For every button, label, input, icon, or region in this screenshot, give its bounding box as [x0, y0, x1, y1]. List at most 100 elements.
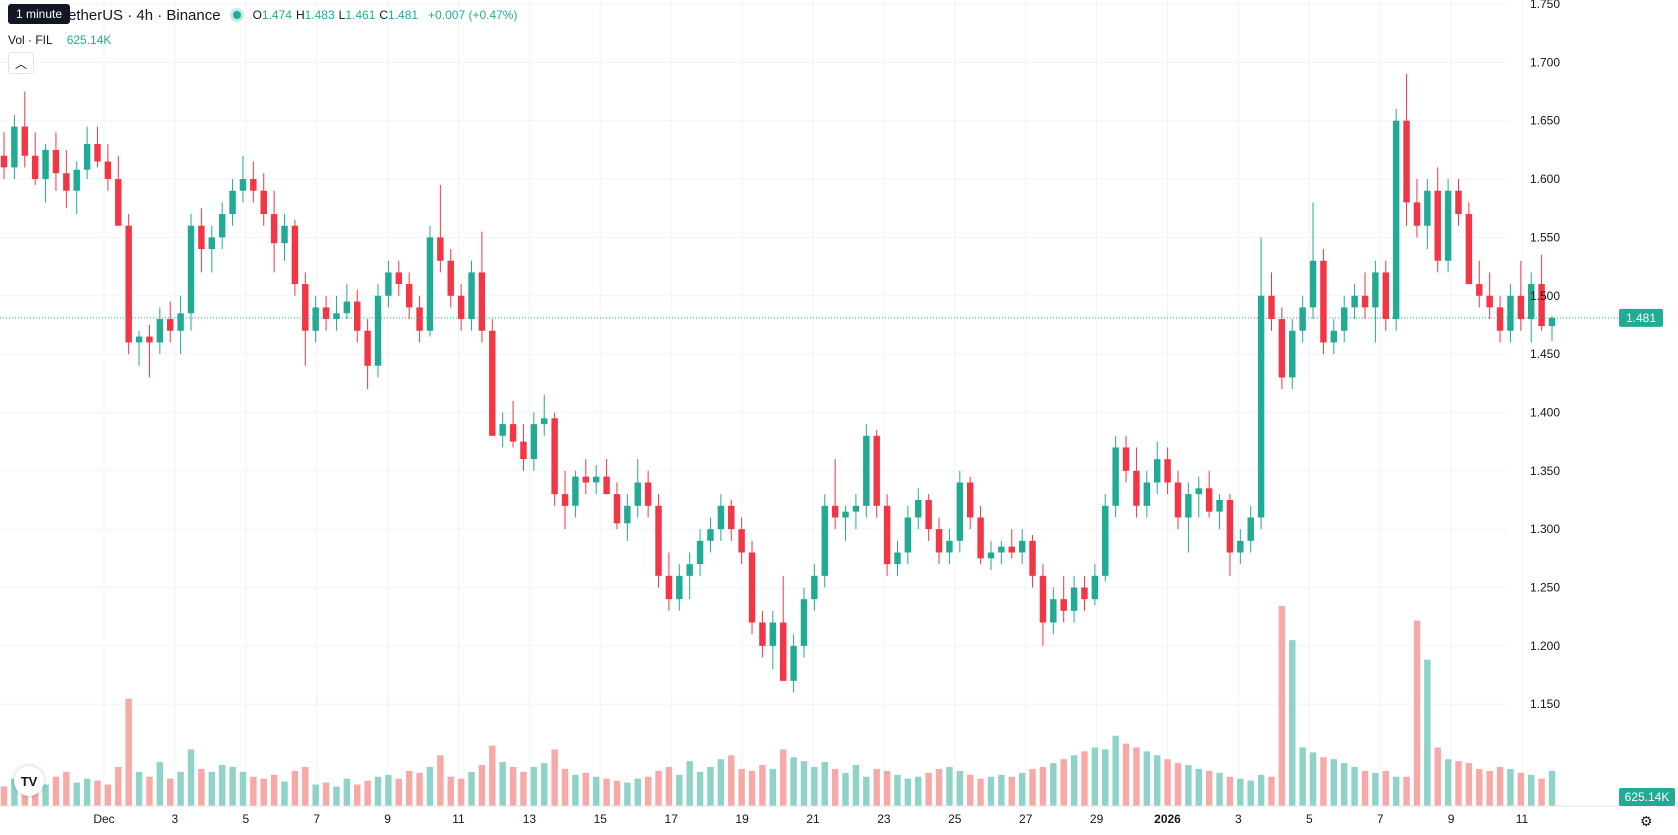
- collapse-legend-button[interactable]: ︿: [8, 52, 34, 74]
- candle-up: [915, 499, 922, 518]
- candle-down: [115, 179, 122, 226]
- time-tick-label: 25: [948, 812, 962, 826]
- volume-bar: [187, 749, 195, 806]
- candle-down: [977, 517, 984, 559]
- candle-up: [1330, 330, 1338, 343]
- volume-bar: [478, 765, 486, 806]
- candle-up: [343, 301, 351, 314]
- volume-bar: [291, 770, 299, 806]
- candle-down: [322, 307, 330, 320]
- candle-up: [717, 505, 725, 530]
- candle-up: [572, 476, 579, 506]
- volume-bar: [956, 770, 964, 806]
- volume-bar: [11, 778, 18, 806]
- volume-bar: [1392, 776, 1400, 806]
- candle-down: [873, 435, 880, 506]
- symbol-title[interactable]: etherUS · 4h · Binance: [68, 6, 221, 24]
- candle-down: [1496, 307, 1504, 331]
- chart-grid: [0, 0, 1523, 806]
- candle-down: [63, 173, 70, 191]
- volume-bar: [63, 771, 70, 806]
- candle-up: [1102, 505, 1109, 576]
- volume-bar: [1424, 659, 1431, 806]
- volume-bar: [374, 776, 382, 806]
- candle-up: [83, 144, 91, 170]
- price-tick-label: 1.450: [1530, 347, 1560, 361]
- candle-up: [863, 435, 870, 506]
- volume-bar: [405, 770, 413, 806]
- candle-down: [665, 575, 673, 600]
- volume-bar: [686, 761, 693, 806]
- volume-bar: [665, 766, 673, 806]
- candle-down: [1320, 260, 1327, 343]
- candle-down: [354, 301, 361, 331]
- candle-down: [198, 225, 205, 250]
- volume-bar: [769, 768, 777, 806]
- candle-down: [1465, 214, 1473, 285]
- candle-down: [1039, 575, 1047, 623]
- volume-bar: [343, 778, 351, 806]
- candle-up: [676, 575, 683, 600]
- candle-down: [291, 225, 299, 285]
- time-tick-label: 3: [1235, 812, 1242, 826]
- volume-bar: [1403, 776, 1410, 806]
- candle-up: [1112, 447, 1119, 506]
- volume-bar: [966, 774, 974, 806]
- candle-up: [1018, 540, 1026, 553]
- candle-up: [426, 237, 434, 331]
- volume-bar: [634, 778, 641, 806]
- volume-bar: [592, 776, 600, 806]
- candle-up: [1257, 295, 1265, 518]
- candle-down: [582, 476, 590, 483]
- volume-bar: [728, 755, 735, 806]
- volume-bar: [395, 778, 403, 806]
- tradingview-logo-icon[interactable]: TV: [14, 766, 44, 796]
- volume-bar: [1185, 765, 1192, 806]
- candle-down: [52, 149, 60, 174]
- volume-bar: [707, 766, 714, 806]
- candle-down: [416, 307, 423, 331]
- candle-up: [1050, 599, 1057, 623]
- volume-bar: [894, 774, 901, 806]
- volume-bar: [94, 780, 101, 806]
- candle-up: [1444, 190, 1452, 261]
- candle-down: [935, 529, 943, 553]
- volume-bar: [1153, 755, 1161, 806]
- volume-bar: [613, 780, 621, 806]
- candle-up: [1424, 190, 1431, 226]
- price-tick-label: 1.600: [1530, 172, 1560, 186]
- volume-bar: [561, 768, 569, 806]
- volume-bar: [831, 768, 839, 806]
- candle-down: [831, 505, 839, 518]
- volume-bar: [1465, 763, 1473, 806]
- volume-bar: [1102, 749, 1109, 806]
- volume-bar: [146, 776, 153, 806]
- volume-bar: [208, 771, 216, 806]
- volume-bar: [946, 766, 953, 806]
- volume-bar: [852, 765, 860, 806]
- volume-bar: [790, 757, 797, 806]
- volume-bar: [281, 781, 288, 806]
- gear-icon[interactable]: ⚙: [1640, 813, 1653, 829]
- candle-up: [1153, 459, 1161, 483]
- volume-bar: [1320, 757, 1327, 806]
- candle-down: [94, 144, 101, 162]
- volume-bar: [1164, 759, 1171, 806]
- volume-bar: [1112, 735, 1119, 806]
- candle-up: [374, 295, 382, 366]
- time-tick-label: 27: [1019, 812, 1033, 826]
- price-tick-label: 1.750: [1530, 0, 1560, 11]
- candle-up: [468, 272, 475, 320]
- candle-down: [364, 330, 371, 366]
- candle-up: [811, 575, 818, 600]
- volume-bar: [156, 762, 164, 806]
- candle-up: [894, 552, 901, 565]
- volume-indicator-name[interactable]: Vol · FIL: [8, 33, 53, 47]
- ohlc-value: 1.474: [261, 8, 292, 22]
- candle-down: [738, 529, 745, 553]
- candle-up: [946, 540, 953, 553]
- volume-bar: [541, 763, 548, 806]
- last-volume-tag: 625.14K: [1619, 788, 1675, 806]
- volume-bar: [779, 749, 787, 806]
